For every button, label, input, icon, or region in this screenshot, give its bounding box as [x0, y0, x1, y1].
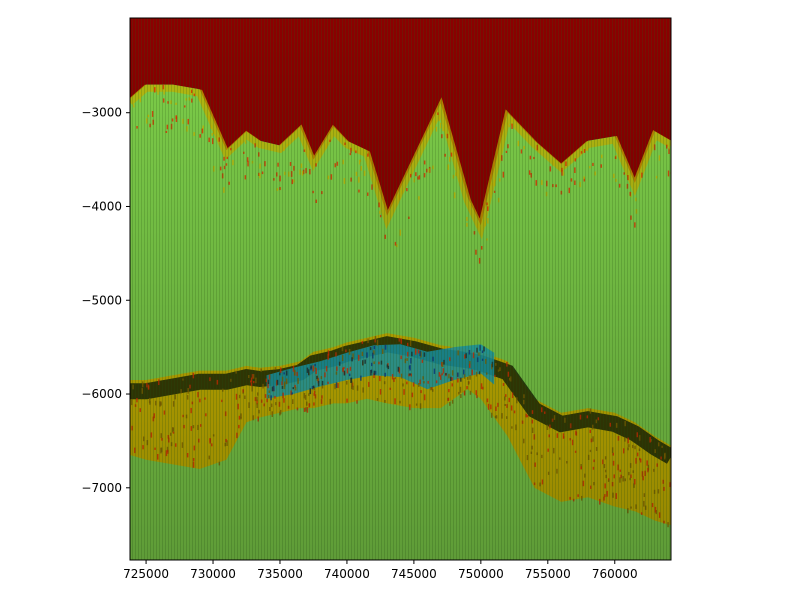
- x-tick-label: 755000: [525, 567, 571, 581]
- y-tick-label: −7000: [81, 481, 122, 495]
- y-tick-label: −6000: [81, 387, 122, 401]
- x-tick-label: 745000: [391, 567, 437, 581]
- y-axis: −3000 −4000 −5000 −6000 −7000: [81, 106, 130, 495]
- y-tick-label: −4000: [81, 199, 122, 213]
- x-tick-label: 730000: [190, 567, 236, 581]
- depth-shading: [130, 18, 671, 560]
- x-tick-label: 760000: [592, 567, 638, 581]
- x-tick-label: 725000: [123, 567, 169, 581]
- x-tick-label: 735000: [257, 567, 303, 581]
- x-tick-label: 740000: [324, 567, 370, 581]
- plot-frame: [129, 17, 672, 561]
- y-tick-label: −3000: [81, 106, 122, 120]
- x-axis: 725000 730000 735000 740000 745000 750000 7550…: [123, 560, 638, 581]
- plot-area: [130, 18, 671, 560]
- y-tick-label: −5000: [81, 293, 122, 307]
- x-tick-label: 750000: [458, 567, 504, 581]
